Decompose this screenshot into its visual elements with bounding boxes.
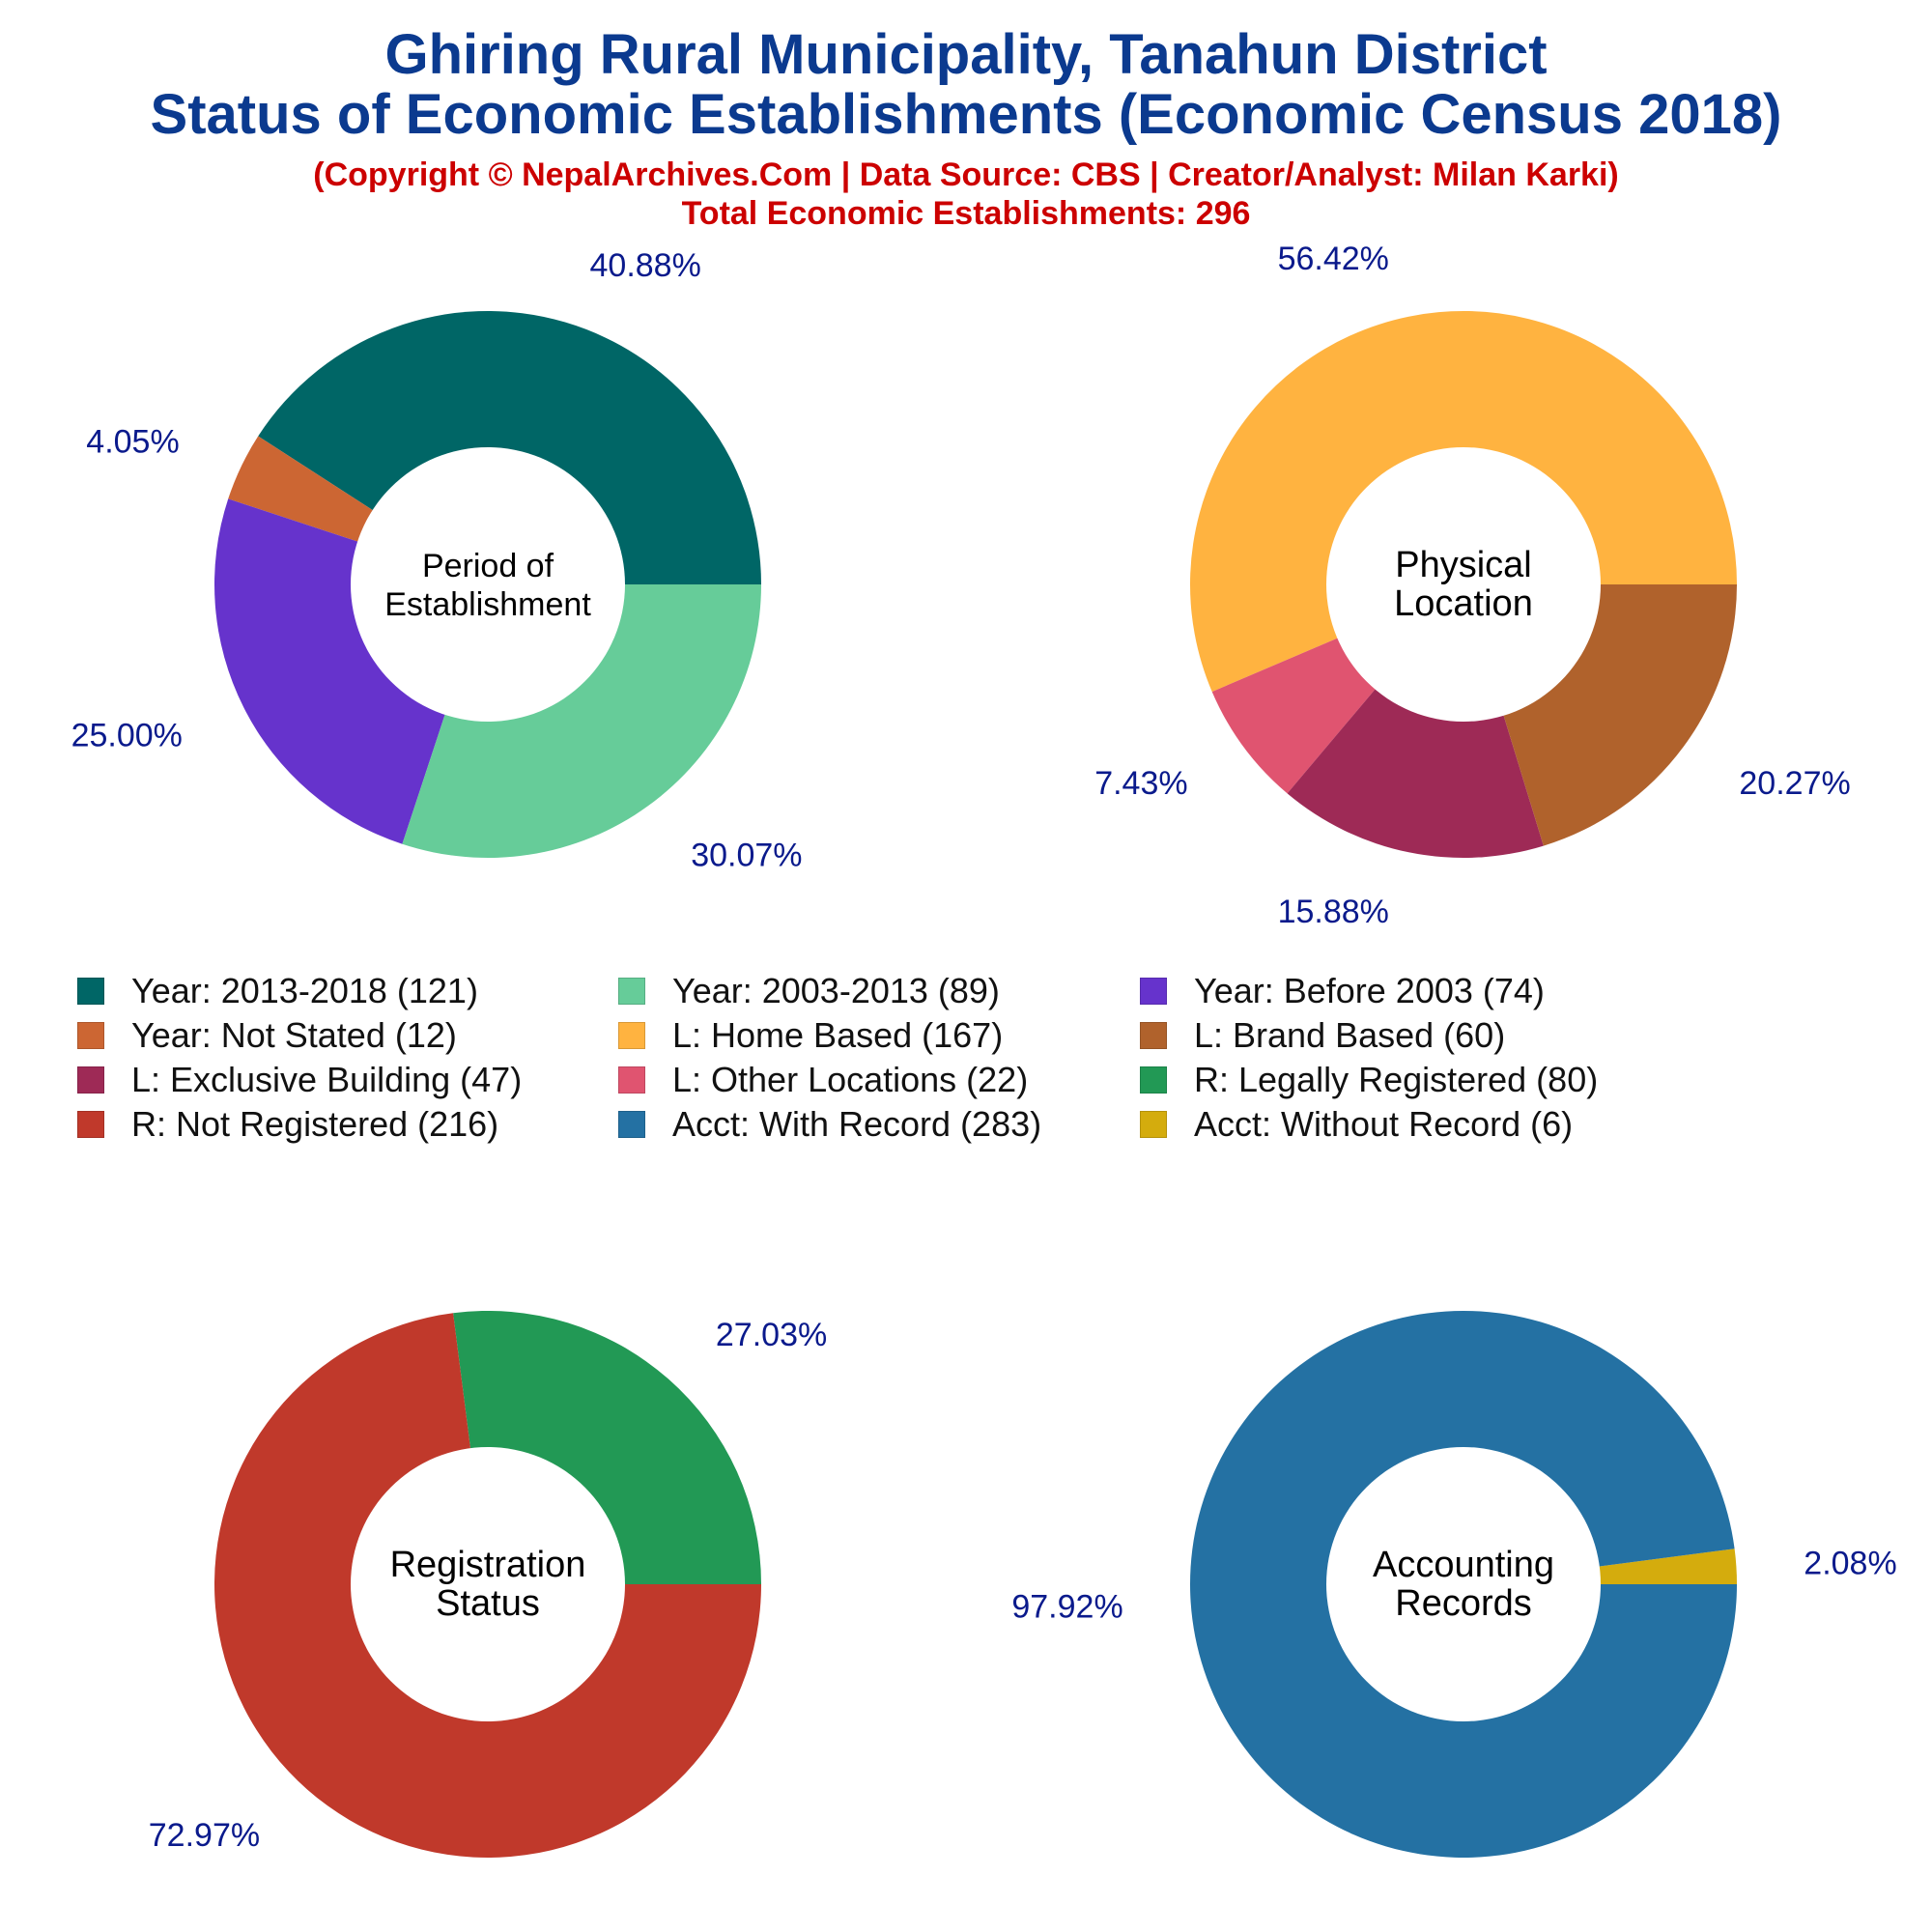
chart-title-line2: Status of Economic Establishments (Econo… bbox=[150, 83, 1782, 146]
donut-chart-period: 40.88% 4.05% 25.00% 30.07% Period ofEstablis… bbox=[71, 247, 803, 873]
percent-label: 97.92% bbox=[1011, 1589, 1122, 1626]
center-label: Status bbox=[436, 1583, 540, 1624]
percent-label: 4.05% bbox=[86, 423, 179, 460]
donut-hole bbox=[1326, 1447, 1601, 1721]
center-label: Physical bbox=[1395, 545, 1532, 585]
center-label: Location bbox=[1394, 583, 1533, 624]
center-label: Accounting bbox=[1373, 1545, 1554, 1585]
donut-hole bbox=[351, 1447, 625, 1721]
percent-label: 56.42% bbox=[1278, 241, 1389, 277]
percent-label: 20.27% bbox=[1739, 765, 1850, 802]
percent-label: 72.97% bbox=[149, 1817, 260, 1854]
center-label: Establishment bbox=[384, 586, 591, 623]
center-label: Registration bbox=[390, 1545, 586, 1585]
percent-label: 15.88% bbox=[1278, 894, 1389, 930]
center-label: Records bbox=[1395, 1583, 1532, 1624]
percent-label: 2.08% bbox=[1804, 1546, 1896, 1582]
donut-hole bbox=[1326, 447, 1601, 722]
copyright-note: (Copyright © NepalArchives.Com | Data So… bbox=[313, 156, 1619, 193]
percent-label: 30.07% bbox=[691, 838, 802, 874]
center-label: Period of bbox=[422, 548, 554, 584]
chart-title-line1: Ghiring Rural Municipality, Tanahun Dist… bbox=[384, 23, 1548, 86]
percent-label: 27.03% bbox=[716, 1317, 827, 1353]
total-establishments: Total Economic Establishments: 296 bbox=[681, 195, 1251, 232]
percent-label: 25.00% bbox=[71, 717, 183, 753]
percent-label: 40.88% bbox=[590, 247, 701, 284]
percent-label: 7.43% bbox=[1094, 765, 1187, 802]
donut-hole bbox=[351, 447, 625, 722]
